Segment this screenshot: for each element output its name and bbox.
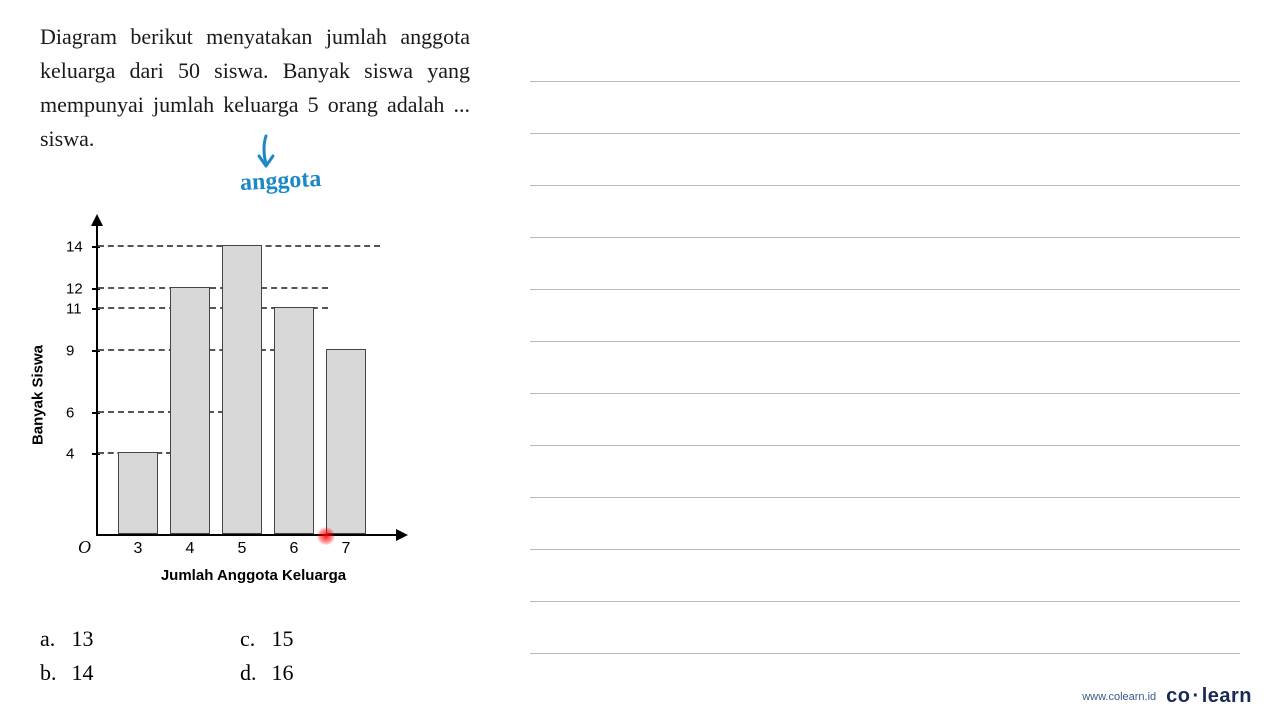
y-tick-label: 11 — [66, 301, 82, 318]
footer: www.colearn.id co·learn — [1082, 685, 1252, 708]
annotation-label: anggota — [239, 166, 322, 197]
y-tick-label: 9 — [66, 342, 74, 359]
origin-label: O — [78, 537, 91, 558]
ruled-line — [530, 550, 1240, 602]
option-b[interactable]: b. 14 — [40, 660, 240, 686]
y-axis-label: Banyak Siswa — [30, 345, 47, 445]
ruled-line — [530, 498, 1240, 550]
x-tick-label: 5 — [238, 540, 247, 558]
y-tick-label: 4 — [66, 445, 74, 462]
x-tick-label: 6 — [290, 540, 299, 558]
option-a[interactable]: a. 13 — [40, 626, 240, 652]
ruled-line — [530, 290, 1240, 342]
ruled-line — [530, 82, 1240, 134]
bar — [222, 245, 262, 534]
bar — [326, 349, 366, 535]
grid-line — [98, 287, 328, 289]
answer-options: a. 13 c. 15 b. 14 d. 16 — [40, 626, 470, 686]
ruled-line — [530, 394, 1240, 446]
ruled-line — [530, 30, 1240, 82]
ruled-line — [530, 186, 1240, 238]
y-axis — [96, 216, 98, 536]
ruled-line — [530, 134, 1240, 186]
footer-url: www.colearn.id — [1082, 691, 1156, 703]
x-axis — [96, 534, 406, 536]
question-panel: Diagram berikut menyatakan jumlah anggot… — [0, 0, 500, 720]
x-axis-label: Jumlah Anggota Keluarga — [161, 567, 346, 584]
x-tick-label: 7 — [342, 540, 351, 558]
y-tick-label: 6 — [66, 404, 74, 421]
x-tick-label: 4 — [186, 540, 195, 558]
plot-area: O 46911121434567 — [96, 216, 406, 536]
option-c[interactable]: c. 15 — [240, 626, 440, 652]
y-tick-label: 12 — [66, 280, 83, 297]
answer-panel — [500, 0, 1280, 720]
x-tick-label: 3 — [134, 540, 143, 558]
bar — [274, 307, 314, 534]
colearn-logo: co·learn — [1166, 685, 1252, 708]
y-tick-label: 14 — [66, 239, 83, 256]
ruled-line — [530, 602, 1240, 654]
option-d[interactable]: d. 16 — [240, 660, 440, 686]
ruled-line — [530, 238, 1240, 290]
bar — [170, 287, 210, 535]
handwritten-annotation: anggota — [40, 162, 470, 206]
ruled-line — [530, 342, 1240, 394]
bar — [118, 452, 158, 535]
ruled-lines — [530, 30, 1240, 654]
bar-chart: Banyak Siswa O 46911121434567 Jumlah Ang… — [50, 210, 420, 580]
ruled-line — [530, 446, 1240, 498]
